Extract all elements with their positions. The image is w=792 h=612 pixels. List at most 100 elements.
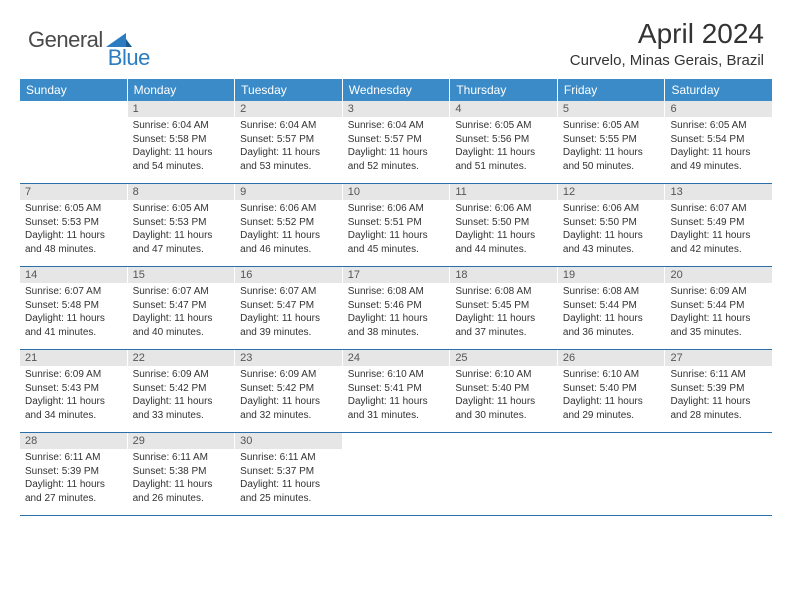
detail-line: Sunset: 5:55 PM xyxy=(563,133,660,147)
day-details: Sunrise: 6:06 AMSunset: 5:52 PMDaylight:… xyxy=(235,200,342,260)
day-header: Sunday xyxy=(20,79,128,101)
detail-line: and 40 minutes. xyxy=(133,326,230,340)
brand-text-general: General xyxy=(28,27,103,53)
day-header: Tuesday xyxy=(235,79,343,101)
week-row: 14Sunrise: 6:07 AMSunset: 5:48 PMDayligh… xyxy=(20,267,772,350)
calendar-cell: 30Sunrise: 6:11 AMSunset: 5:37 PMDayligh… xyxy=(235,433,343,515)
detail-line: and 38 minutes. xyxy=(348,326,445,340)
detail-line: Daylight: 11 hours xyxy=(563,146,660,160)
day-details: Sunrise: 6:10 AMSunset: 5:40 PMDaylight:… xyxy=(450,366,557,426)
detail-line: and 39 minutes. xyxy=(240,326,337,340)
calendar-cell: 12Sunrise: 6:06 AMSunset: 5:50 PMDayligh… xyxy=(558,184,666,266)
detail-line: Sunset: 5:53 PM xyxy=(133,216,230,230)
calendar-cell xyxy=(665,433,772,515)
day-header: Saturday xyxy=(665,79,772,101)
detail-line: Sunset: 5:47 PM xyxy=(240,299,337,313)
detail-line: Sunrise: 6:05 AM xyxy=(563,119,660,133)
day-number: 30 xyxy=(235,433,342,449)
detail-line: Sunrise: 6:05 AM xyxy=(455,119,552,133)
day-number: 18 xyxy=(450,267,557,283)
detail-line: Daylight: 11 hours xyxy=(455,229,552,243)
detail-line: Daylight: 11 hours xyxy=(240,146,337,160)
day-details: Sunrise: 6:11 AMSunset: 5:39 PMDaylight:… xyxy=(665,366,772,426)
detail-line: Sunrise: 6:10 AM xyxy=(455,368,552,382)
detail-line: Sunrise: 6:10 AM xyxy=(348,368,445,382)
detail-line: Daylight: 11 hours xyxy=(563,395,660,409)
detail-line: Sunrise: 6:09 AM xyxy=(133,368,230,382)
title-block: April 2024 Curvelo, Minas Gerais, Brazil xyxy=(570,18,764,69)
calendar-cell: 7Sunrise: 6:05 AMSunset: 5:53 PMDaylight… xyxy=(20,184,128,266)
detail-line: Daylight: 11 hours xyxy=(133,146,230,160)
detail-line: and 45 minutes. xyxy=(348,243,445,257)
day-header: Wednesday xyxy=(343,79,451,101)
day-details: Sunrise: 6:11 AMSunset: 5:39 PMDaylight:… xyxy=(20,449,127,509)
detail-line: and 26 minutes. xyxy=(133,492,230,506)
detail-line: and 37 minutes. xyxy=(455,326,552,340)
detail-line: Sunset: 5:40 PM xyxy=(455,382,552,396)
detail-line: Sunrise: 6:08 AM xyxy=(348,285,445,299)
brand-logo: General Blue xyxy=(28,18,152,62)
day-number: 3 xyxy=(343,101,450,117)
detail-line: Sunrise: 6:07 AM xyxy=(25,285,122,299)
detail-line: and 42 minutes. xyxy=(670,243,767,257)
day-header: Monday xyxy=(128,79,236,101)
detail-line: Daylight: 11 hours xyxy=(455,146,552,160)
detail-line: and 44 minutes. xyxy=(455,243,552,257)
detail-line: Daylight: 11 hours xyxy=(25,478,122,492)
detail-line: Sunrise: 6:04 AM xyxy=(133,119,230,133)
calendar-cell: 9Sunrise: 6:06 AMSunset: 5:52 PMDaylight… xyxy=(235,184,343,266)
day-details: Sunrise: 6:05 AMSunset: 5:54 PMDaylight:… xyxy=(665,117,772,177)
location-subtitle: Curvelo, Minas Gerais, Brazil xyxy=(570,52,764,69)
day-details: Sunrise: 6:05 AMSunset: 5:55 PMDaylight:… xyxy=(558,117,665,177)
day-number: 19 xyxy=(558,267,665,283)
detail-line: Daylight: 11 hours xyxy=(240,312,337,326)
calendar-cell: 16Sunrise: 6:07 AMSunset: 5:47 PMDayligh… xyxy=(235,267,343,349)
detail-line: Daylight: 11 hours xyxy=(563,312,660,326)
detail-line: Daylight: 11 hours xyxy=(240,395,337,409)
day-number: 10 xyxy=(343,184,450,200)
calendar-cell xyxy=(558,433,666,515)
detail-line: and 41 minutes. xyxy=(25,326,122,340)
detail-line: Daylight: 11 hours xyxy=(670,312,767,326)
detail-line: Daylight: 11 hours xyxy=(133,312,230,326)
detail-line: Daylight: 11 hours xyxy=(133,395,230,409)
calendar-cell xyxy=(20,101,128,183)
detail-line: and 32 minutes. xyxy=(240,409,337,423)
detail-line: Sunset: 5:38 PM xyxy=(133,465,230,479)
day-number: 2 xyxy=(235,101,342,117)
detail-line: Sunset: 5:39 PM xyxy=(25,465,122,479)
day-number: 26 xyxy=(558,350,665,366)
day-details: Sunrise: 6:08 AMSunset: 5:46 PMDaylight:… xyxy=(343,283,450,343)
detail-line: and 46 minutes. xyxy=(240,243,337,257)
detail-line: Sunrise: 6:06 AM xyxy=(455,202,552,216)
detail-line: and 27 minutes. xyxy=(25,492,122,506)
calendar-cell: 28Sunrise: 6:11 AMSunset: 5:39 PMDayligh… xyxy=(20,433,128,515)
detail-line: Sunrise: 6:11 AM xyxy=(133,451,230,465)
week-row: 21Sunrise: 6:09 AMSunset: 5:43 PMDayligh… xyxy=(20,350,772,433)
calendar-cell: 15Sunrise: 6:07 AMSunset: 5:47 PMDayligh… xyxy=(128,267,236,349)
calendar-cell: 1Sunrise: 6:04 AMSunset: 5:58 PMDaylight… xyxy=(128,101,236,183)
detail-line: Daylight: 11 hours xyxy=(348,312,445,326)
detail-line: Sunset: 5:46 PM xyxy=(348,299,445,313)
detail-line: Sunset: 5:44 PM xyxy=(563,299,660,313)
detail-line: Sunrise: 6:09 AM xyxy=(670,285,767,299)
detail-line: Sunrise: 6:07 AM xyxy=(670,202,767,216)
day-number: 22 xyxy=(128,350,235,366)
calendar-cell: 2Sunrise: 6:04 AMSunset: 5:57 PMDaylight… xyxy=(235,101,343,183)
detail-line: Sunrise: 6:07 AM xyxy=(133,285,230,299)
calendar-cell: 11Sunrise: 6:06 AMSunset: 5:50 PMDayligh… xyxy=(450,184,558,266)
day-details: Sunrise: 6:06 AMSunset: 5:50 PMDaylight:… xyxy=(558,200,665,260)
day-number: 23 xyxy=(235,350,342,366)
detail-line: Sunset: 5:48 PM xyxy=(25,299,122,313)
detail-line: Sunset: 5:53 PM xyxy=(25,216,122,230)
day-number: 17 xyxy=(343,267,450,283)
day-details: Sunrise: 6:05 AMSunset: 5:53 PMDaylight:… xyxy=(128,200,235,260)
day-header-row: SundayMondayTuesdayWednesdayThursdayFrid… xyxy=(20,79,772,101)
week-row: 1Sunrise: 6:04 AMSunset: 5:58 PMDaylight… xyxy=(20,101,772,184)
detail-line: Daylight: 11 hours xyxy=(455,395,552,409)
day-details: Sunrise: 6:09 AMSunset: 5:42 PMDaylight:… xyxy=(235,366,342,426)
day-details: Sunrise: 6:05 AMSunset: 5:56 PMDaylight:… xyxy=(450,117,557,177)
calendar-cell: 23Sunrise: 6:09 AMSunset: 5:42 PMDayligh… xyxy=(235,350,343,432)
detail-line: Sunset: 5:43 PM xyxy=(25,382,122,396)
calendar-cell: 27Sunrise: 6:11 AMSunset: 5:39 PMDayligh… xyxy=(665,350,772,432)
